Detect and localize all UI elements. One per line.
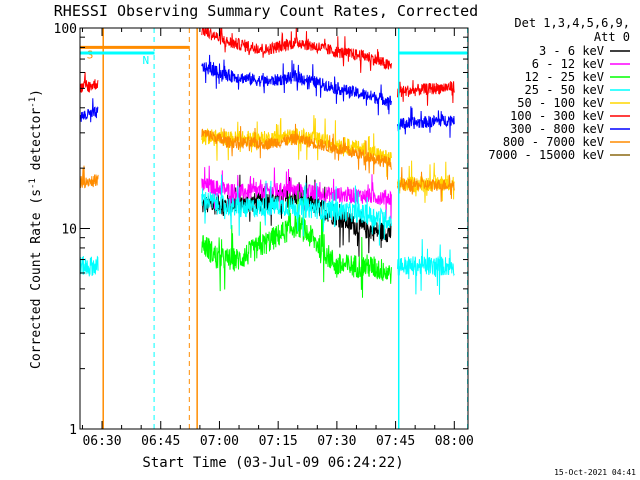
mode-flag-label: S (87, 48, 94, 61)
axis-layer: 06:30 06:45 07:00 07:15 07:30 07:45 08:00 1 10 10… (54, 22, 474, 449)
series-line (80, 165, 99, 189)
series-line (201, 123, 392, 180)
series-800to7000keV-kev-group (80, 123, 455, 202)
y-axis-label-mid: detector (29, 108, 44, 179)
legend-entry-label: 6 - 12 keV (532, 57, 604, 71)
y-tick-label: 100 (54, 22, 77, 37)
series-line (201, 174, 392, 246)
footer-date: 15-Oct-2021 04:41 (554, 468, 636, 477)
legend-entry-label: 3 - 6 keV (539, 44, 604, 58)
y-axis-label-end: ) (29, 89, 44, 97)
legend-entry-label: 50 - 100 keV (517, 96, 604, 110)
x-tick-label: 07:45 (376, 434, 415, 449)
y-tick-label: 1 (69, 423, 77, 438)
series-300to800keV-kev-group (80, 54, 455, 138)
series-line (397, 167, 455, 202)
series-layer (80, 28, 455, 298)
y-axis-label-sup1: -1 (28, 178, 38, 189)
legend-header-detectors: Det 1,3,4,5,6,9, (514, 16, 630, 30)
series-line (397, 239, 455, 295)
legend-entry-label: 300 - 800 keV (510, 122, 604, 136)
x-tick-label: 06:30 (82, 434, 121, 449)
legend-entry-label: 800 - 7000 keV (503, 135, 604, 149)
series-line (201, 165, 392, 222)
legend-entry-label: 25 - 50 keV (525, 83, 604, 97)
legend-entry-label: 12 - 25 keV (525, 70, 604, 84)
series-line (201, 54, 392, 116)
legend-header-attenuator: Att 0 (594, 30, 630, 44)
series-12to25keV-kev-group (201, 190, 392, 298)
mode-flag-label: N (143, 54, 150, 67)
y-axis-label-sup2: -1 (28, 97, 38, 108)
series-line (397, 80, 455, 106)
series-line (80, 98, 99, 123)
y-tick-label: 10 (61, 223, 77, 238)
legend-entry-label: 100 - 300 keV (510, 109, 604, 123)
y-axis-label-main: Corrected Count Rate (s (29, 189, 44, 369)
x-tick-label: 07:00 (200, 434, 239, 449)
x-tick-label: 07:15 (259, 434, 298, 449)
series-25to50keV-kev-group (80, 174, 455, 295)
legend-entry-label: 7000 - 15000 keV (488, 148, 604, 162)
x-tick-label: 06:45 (141, 434, 180, 449)
series-6to12keV-kev-group (201, 165, 392, 222)
x-tick-label: 07:30 (317, 434, 356, 449)
series-line (201, 28, 392, 73)
series-100to300keV-kev-group (80, 28, 455, 106)
chart-title: RHESSI Observing Summary Count Rates, Co… (54, 2, 478, 20)
x-axis-label: Start Time (03-Jul-09 06:24:22) (142, 455, 403, 471)
x-tick-label: 08:00 (435, 434, 474, 449)
series-line (397, 106, 455, 138)
series-line (80, 72, 99, 93)
series-line (80, 255, 99, 277)
y-axis-label: Corrected Count Rate (s-1 detector-1) (28, 89, 44, 369)
series-line (201, 190, 392, 298)
